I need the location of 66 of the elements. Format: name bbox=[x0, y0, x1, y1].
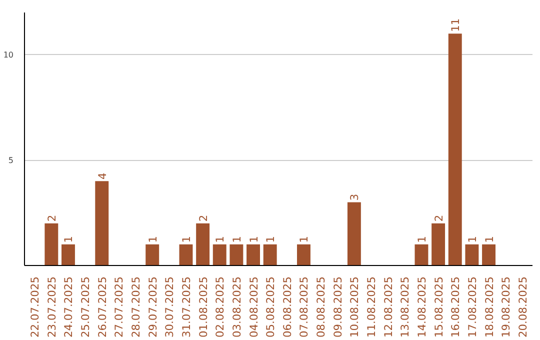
x-tick-label: 03.08.2025 bbox=[230, 276, 244, 338]
data-label: 1 bbox=[146, 236, 160, 243]
bar bbox=[482, 244, 496, 266]
data-label: 1 bbox=[62, 236, 76, 243]
bar bbox=[246, 244, 260, 266]
data-label: 1 bbox=[415, 236, 428, 243]
data-label: 2 bbox=[432, 214, 446, 222]
x-tick-label: 27.07.2025 bbox=[112, 276, 126, 338]
data-label: 1 bbox=[466, 236, 479, 243]
x-tick-label: 15.08.2025 bbox=[432, 276, 446, 338]
data-label: 4 bbox=[96, 172, 109, 180]
bar bbox=[432, 223, 446, 266]
data-label: 1 bbox=[230, 236, 244, 243]
data-label: 1 bbox=[298, 236, 311, 243]
x-tick-label: 09.08.2025 bbox=[331, 276, 344, 338]
x-tick-label: 28.07.2025 bbox=[130, 276, 143, 338]
data-label: 2 bbox=[45, 214, 58, 222]
x-tick-label: 19.08.2025 bbox=[500, 276, 513, 338]
x-tick-label: 08.08.2025 bbox=[314, 276, 328, 338]
x-tick-label: 06.08.2025 bbox=[280, 276, 294, 338]
data-label: 3 bbox=[348, 194, 362, 201]
data-label: 1 bbox=[247, 236, 260, 243]
data-label: 1 bbox=[482, 236, 496, 243]
bar bbox=[62, 244, 75, 266]
bar bbox=[196, 223, 210, 266]
x-tick-label: 20.08.2025 bbox=[516, 276, 530, 338]
x-tick-label: 30.07.2025 bbox=[163, 276, 176, 338]
data-label: 1 bbox=[214, 236, 227, 243]
x-tick-label: 04.08.2025 bbox=[247, 276, 260, 338]
x-tick-label: 25.07.2025 bbox=[79, 276, 92, 338]
bar bbox=[448, 34, 462, 266]
x-tick-label: 01.08.2025 bbox=[196, 276, 210, 338]
x-tick-label: 18.08.2025 bbox=[482, 276, 496, 338]
x-tick-label: 22.07.2025 bbox=[28, 276, 42, 338]
bar bbox=[465, 244, 479, 266]
x-tick-label: 31.07.2025 bbox=[180, 276, 193, 338]
x-tick-label: 14.08.2025 bbox=[415, 276, 428, 338]
x-tick-label: 24.07.2025 bbox=[62, 276, 76, 338]
x-tick-label: 11.08.2025 bbox=[365, 276, 378, 338]
bar bbox=[44, 223, 58, 266]
x-tick-label: 07.08.2025 bbox=[298, 276, 311, 338]
data-label: 11 bbox=[449, 18, 462, 32]
bar bbox=[179, 244, 193, 266]
x-tick-label: 05.08.2025 bbox=[264, 276, 278, 338]
bar bbox=[297, 244, 310, 266]
x-tick-label: 23.07.2025 bbox=[45, 276, 58, 338]
data-label: 1 bbox=[264, 236, 278, 243]
y-tick-label: 10 bbox=[3, 50, 14, 60]
bar bbox=[212, 244, 226, 266]
bar bbox=[95, 181, 109, 266]
x-tick-label: 29.07.2025 bbox=[146, 276, 160, 338]
bar bbox=[146, 244, 160, 266]
bar bbox=[414, 244, 428, 266]
bar bbox=[230, 244, 244, 266]
bar bbox=[347, 202, 361, 266]
x-tick-label: 16.08.2025 bbox=[449, 276, 462, 338]
x-tick-label: 13.08.2025 bbox=[398, 276, 412, 338]
x-tick-label: 12.08.2025 bbox=[382, 276, 395, 338]
x-tick-label: 26.07.2025 bbox=[96, 276, 109, 338]
data-label: 1 bbox=[180, 236, 193, 243]
bar bbox=[263, 244, 277, 266]
y-tick-label: 5 bbox=[8, 156, 14, 166]
x-tick-label: 10.08.2025 bbox=[348, 276, 362, 338]
x-tick-label: 17.08.2025 bbox=[466, 276, 479, 338]
x-tick-label: 02.08.2025 bbox=[214, 276, 227, 338]
data-label: 2 bbox=[196, 214, 210, 222]
